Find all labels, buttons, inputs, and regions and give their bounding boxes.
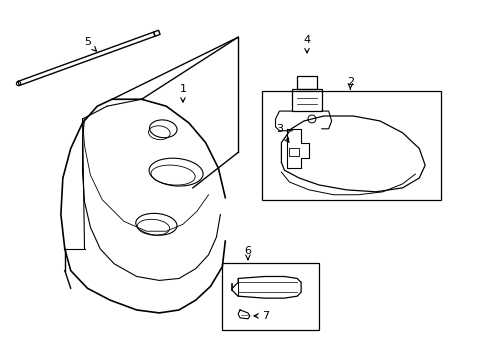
Text: 7: 7 — [261, 311, 268, 321]
Text: 4: 4 — [303, 35, 310, 53]
Bar — [292, 89, 321, 111]
Bar — [289, 148, 299, 156]
Text: 6: 6 — [244, 246, 251, 260]
Bar — [261, 91, 440, 200]
Text: 5: 5 — [84, 37, 96, 51]
Text: 2: 2 — [346, 77, 353, 89]
Bar — [222, 263, 318, 330]
Text: 1: 1 — [179, 84, 186, 102]
Text: 3: 3 — [275, 124, 288, 142]
Bar — [297, 76, 316, 89]
